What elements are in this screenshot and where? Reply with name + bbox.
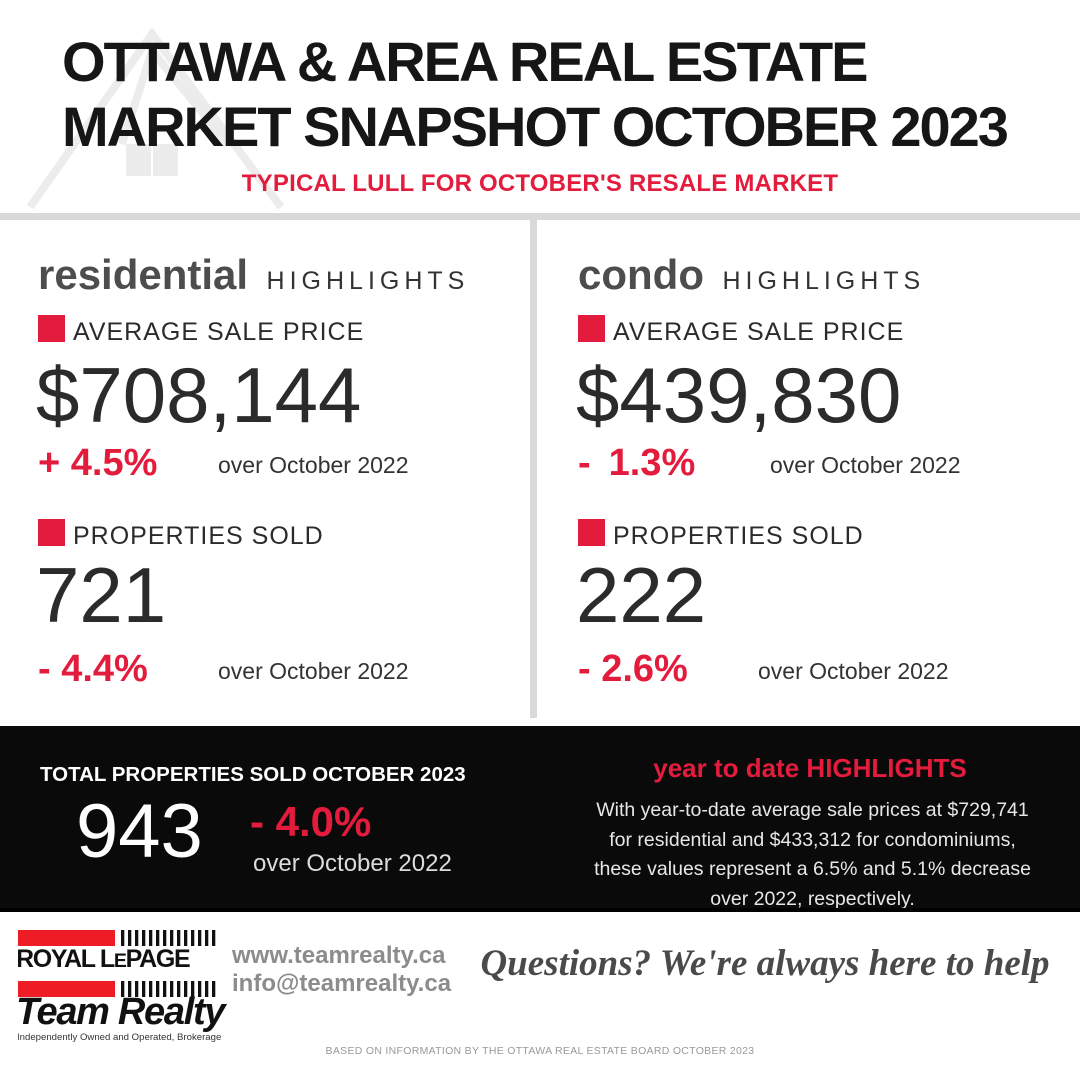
svg-text:Team Realty: Team Realty (18, 991, 227, 1033)
svg-text:Independently Owned and Operat: Independently Owned and Operated, Broker… (18, 1032, 221, 1043)
svg-text:ROYAL LEPAGE: ROYAL LEPAGE (18, 945, 190, 973)
